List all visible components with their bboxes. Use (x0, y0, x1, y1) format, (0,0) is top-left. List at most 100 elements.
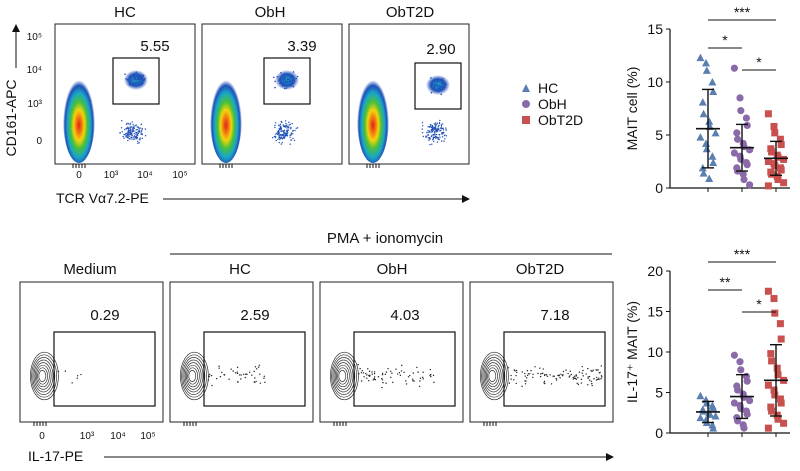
data-point-obh (743, 161, 751, 169)
flow-event-dot (237, 381, 239, 383)
flow-event-dot (436, 141, 439, 143)
flow-event-dot (290, 127, 292, 130)
flow-event-dot (278, 132, 280, 134)
flow-event-dot (281, 134, 284, 136)
flow-event-dot (278, 137, 280, 139)
flow-event-dot (289, 136, 291, 138)
bottom-gate-hc (203, 331, 306, 407)
flow-event-dot (139, 137, 141, 139)
flow-event-dot (273, 135, 276, 138)
flow-event-dot (254, 377, 256, 379)
flow-event-dot (601, 376, 603, 378)
contour-ring (482, 357, 506, 395)
flow-event-dot (432, 136, 435, 139)
flow-event-dot (126, 122, 128, 125)
flow-event-dot (128, 137, 130, 140)
flow-event-dot (281, 138, 284, 140)
data-point-obh (736, 358, 744, 366)
top-x-tick: 10³ (104, 170, 119, 181)
data-point-hc (702, 399, 711, 407)
flow-event-dot (434, 137, 437, 139)
flow-event-dot (585, 373, 587, 375)
flow-event-dot (359, 367, 361, 370)
flow-event-dot (139, 75, 141, 77)
flow-event-dot (135, 129, 137, 131)
flow-event-dot (136, 77, 139, 79)
flow-event-dot (549, 374, 551, 376)
y-axis-label: IL-17⁺ MAIT (%) (624, 301, 640, 403)
flow-event-dot (128, 133, 130, 135)
flow-event-dot (140, 77, 143, 80)
contour-ring (33, 359, 54, 393)
flow-event-dot (374, 379, 377, 381)
flow-event-dot (137, 126, 139, 128)
contour-ring (480, 351, 509, 401)
flow-event-dot (283, 78, 286, 81)
flow-event-dot (555, 379, 558, 381)
data-point-hc (708, 152, 717, 160)
data-point-obt2d (764, 381, 772, 389)
flow-event-dot (434, 122, 437, 124)
flow-event-dot (422, 371, 424, 373)
top-gate-value-hc: 5.55 (140, 38, 169, 55)
top-panel-title-obh: ObH (255, 4, 286, 21)
flow-event-dot (438, 128, 440, 131)
flow-event-dot (283, 76, 285, 78)
flow-event-dot (429, 137, 431, 140)
flow-event-dot (296, 127, 299, 129)
flow-event-dot (218, 365, 220, 367)
flow-event-dot (137, 142, 139, 145)
flow-event-dot (131, 121, 133, 123)
flow-event-dot (407, 376, 410, 378)
flow-event-dot (587, 384, 589, 386)
flow-event-dot (133, 76, 136, 78)
flow-event-dot (209, 373, 211, 376)
flow-event-dot (427, 126, 429, 128)
flow-event-dot (278, 129, 281, 131)
flow-event-dot (279, 138, 281, 141)
flow-event-dot (279, 82, 282, 84)
flow-event-dot (140, 123, 143, 125)
contour-ring (483, 359, 504, 393)
data-point-hc (711, 411, 720, 420)
bottom-x-tick: 10⁵ (140, 431, 155, 442)
flow-event-dot (290, 84, 293, 87)
flow-event-dot (135, 133, 137, 135)
flow-event-dot (276, 133, 279, 136)
top-flow-row: HC ObH ObT2D 5.55 3.39 2.90 10⁵ 10⁴ 10³ … (3, 4, 470, 206)
flow-event-dot (141, 127, 144, 130)
flow-event-dot (387, 368, 389, 370)
top-x-tick: 0 (76, 170, 82, 181)
flow-event-dot (276, 75, 279, 78)
data-point-hc (699, 169, 708, 177)
data-point-obt2d (774, 415, 782, 423)
significance-label: * (756, 54, 762, 70)
flow-event-dot (569, 370, 571, 372)
flow-event-dot (412, 372, 415, 374)
flow-event-dot (572, 378, 575, 380)
flow-event-dot (289, 123, 292, 126)
flow-event-dot (440, 79, 443, 82)
flow-event-dot (254, 366, 257, 368)
top-gate-obt2d (414, 62, 462, 110)
contour-ring (481, 354, 507, 398)
flow-event-dot (365, 372, 367, 375)
flow-event-dot (581, 365, 583, 368)
bottom-flow-row: PMA + ionomycin Medium HC ObH ObT2D 0.29… (19, 230, 614, 464)
flow-event-dot (236, 366, 239, 369)
flow-event-dot (144, 128, 147, 130)
flow-event-dot (131, 138, 133, 140)
data-point-hc (709, 403, 718, 412)
flow-event-dot (550, 383, 553, 385)
flow-event-dot (373, 371, 376, 373)
flow-event-dot (123, 133, 125, 136)
flow-event-dot (259, 382, 262, 384)
flow-event-dot (283, 135, 285, 138)
flow-event-dot (280, 130, 282, 132)
flow-event-dot (590, 380, 592, 382)
data-point-obt2d (776, 320, 784, 328)
flow-event-dot (573, 377, 576, 380)
flow-event-dot (429, 143, 431, 146)
flow-event-dot (436, 122, 438, 125)
